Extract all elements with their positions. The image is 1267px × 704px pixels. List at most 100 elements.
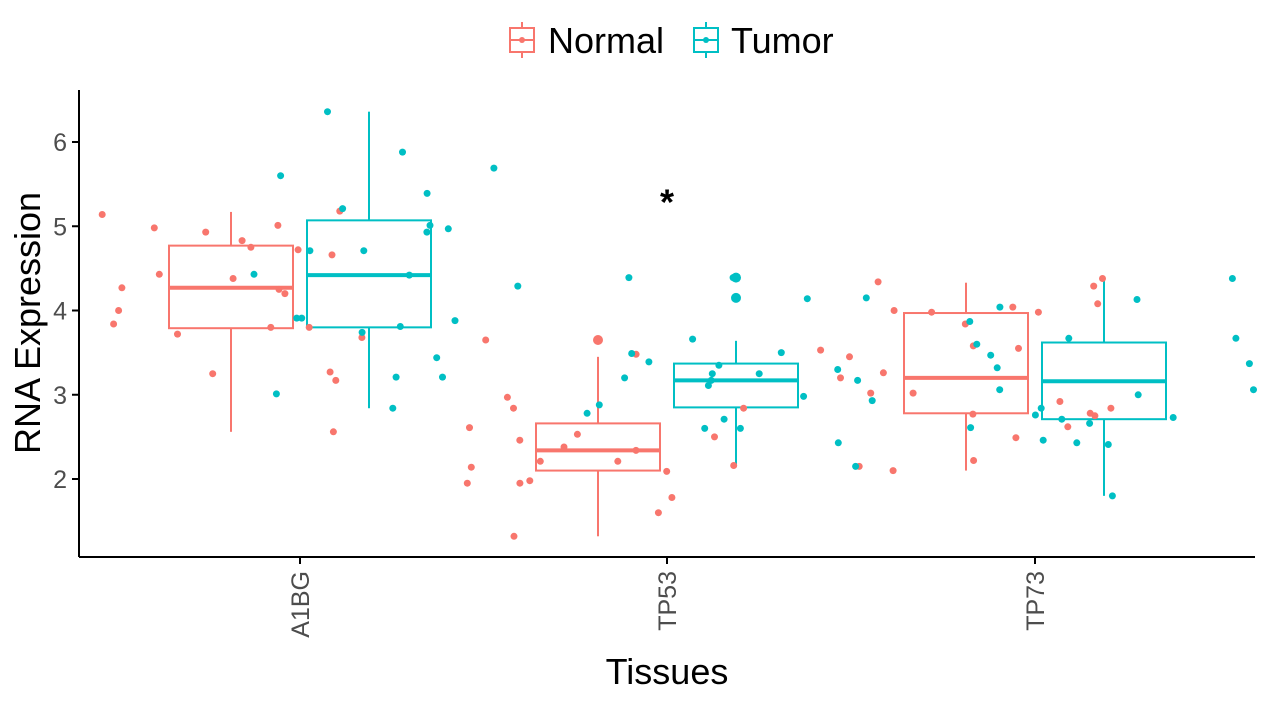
data-point-tumor: [583, 409, 591, 417]
data-point-tumor: [996, 303, 1004, 311]
data-point-tumor: [625, 274, 633, 282]
legend-key-tumor: [693, 22, 719, 58]
data-point-normal: [110, 320, 118, 328]
data-point-normal: [879, 369, 887, 377]
data-point-normal: [817, 346, 825, 354]
data-point-normal: [229, 275, 237, 282]
data-point-normal: [1094, 300, 1102, 308]
data-point-tumor: [399, 148, 406, 156]
data-point-normal: [614, 457, 622, 465]
data-point-tumor: [966, 318, 974, 325]
data-point-tumor: [993, 364, 1001, 372]
box-normal-tp73: [903, 282, 1029, 471]
data-point-tumor: [250, 270, 258, 278]
data-point-tumor: [392, 373, 400, 381]
data-point-normal: [516, 436, 524, 444]
data-point-normal: [1034, 308, 1042, 316]
points-layer: [98, 108, 1257, 540]
y-tick-label: 3: [53, 382, 67, 410]
data-point-normal: [510, 404, 517, 412]
data-point-normal: [274, 221, 282, 229]
box-iqr: [673, 362, 799, 409]
data-point-tumor: [736, 424, 744, 432]
data-point-normal: [890, 307, 898, 314]
data-point-tumor: [396, 323, 404, 330]
data-point-normal: [1107, 404, 1115, 412]
data-point-tumor: [707, 376, 715, 384]
data-point-normal: [467, 463, 475, 471]
data-point-normal: [503, 393, 511, 401]
data-point-tumor: [324, 108, 331, 116]
data-point-normal: [294, 246, 302, 254]
data-point-tumor: [1250, 386, 1257, 394]
x-tick-label: TP53: [654, 571, 682, 631]
y-ticks: 2 3 4 5 6: [53, 129, 79, 494]
data-point-normal: [560, 443, 568, 451]
data-point-tumor: [306, 247, 314, 255]
box-tumor-tp73: [1041, 279, 1167, 496]
data-point-tumor: [1228, 275, 1236, 282]
data-point-normal: [1086, 409, 1094, 417]
legend: Normal Tumor: [509, 20, 834, 61]
data-point-normal: [909, 389, 917, 397]
data-point-normal: [326, 368, 334, 376]
y-axis-title: RNA Expression: [7, 192, 48, 454]
data-point-tumor: [595, 401, 603, 409]
data-point-tumor: [1134, 391, 1142, 399]
data-point-tumor: [293, 314, 301, 322]
data-point-normal: [463, 479, 471, 487]
data-point-normal: [516, 479, 524, 487]
data-point-tumor: [451, 317, 459, 325]
data-point-normal: [874, 278, 882, 286]
data-point-tumor: [277, 172, 285, 180]
data-point-normal: [332, 376, 340, 384]
data-point-tumor: [1037, 404, 1045, 412]
data-point-tumor: [973, 340, 981, 348]
data-point-tumor: [1169, 414, 1177, 421]
data-point-normal: [970, 457, 978, 464]
data-point-tumor: [755, 370, 763, 378]
x-tick-label: A1BG: [287, 571, 315, 638]
data-point-normal: [928, 308, 936, 316]
data-point-tumor: [1031, 411, 1039, 419]
data-point-tumor: [628, 350, 636, 357]
box-normal-tp53: [535, 334, 661, 537]
data-point-tumor: [862, 294, 870, 302]
data-point-tumor: [854, 376, 862, 384]
data-point-tumor: [405, 271, 413, 279]
data-point-normal: [668, 494, 676, 501]
data-point-tumor: [389, 404, 397, 412]
data-point-normal: [1056, 398, 1064, 405]
box-tumor-tp53: [673, 272, 799, 467]
data-point-tumor: [996, 386, 1004, 394]
data-point-normal: [632, 446, 640, 454]
data-point-normal: [466, 424, 473, 432]
data-point-normal: [969, 410, 977, 418]
data-point-tumor: [1065, 334, 1073, 342]
data-point-normal: [730, 462, 738, 469]
data-point-tumor: [868, 397, 876, 405]
y-tick-label: 2: [53, 466, 67, 494]
data-point-normal: [1090, 282, 1098, 290]
data-point-normal: [328, 251, 336, 259]
outlier-point: [593, 334, 603, 345]
data-point-normal: [267, 323, 275, 331]
data-point-tumor: [777, 349, 785, 357]
data-point-tumor: [423, 189, 431, 197]
data-point-tumor: [720, 415, 728, 423]
data-point-tumor: [1086, 419, 1094, 427]
data-point-tumor: [358, 328, 366, 336]
legend-label-normal: Normal: [548, 20, 664, 61]
data-point-tumor: [433, 354, 441, 362]
data-point-tumor: [715, 361, 723, 369]
data-point-tumor: [852, 462, 860, 470]
data-point-normal: [711, 433, 718, 441]
data-point-tumor: [490, 164, 498, 172]
significance-annotation: *: [660, 182, 674, 223]
data-point-normal: [98, 211, 106, 218]
data-point-normal: [275, 285, 283, 293]
data-point-normal: [740, 404, 748, 412]
box-normal-a1bg: [168, 211, 294, 432]
x-tick-label: TP73: [1022, 571, 1050, 631]
data-point-tumor: [1133, 296, 1141, 303]
